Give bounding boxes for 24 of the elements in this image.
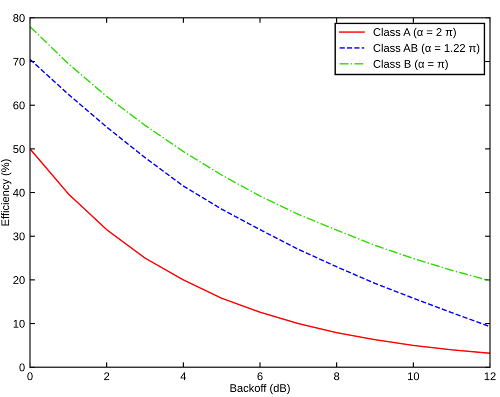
y-tick-label: 80 xyxy=(13,14,25,22)
x-tick-label: 10 xyxy=(408,372,420,380)
x-tick-label: 6 xyxy=(257,372,263,380)
line-series xyxy=(30,148,490,354)
x-tick-label: 2 xyxy=(104,372,110,380)
y-tick-label: 40 xyxy=(13,188,25,197)
legend-label: Class A (α = 2 π) xyxy=(374,28,456,38)
y-tick-label: 30 xyxy=(13,232,25,240)
y-tick-label: 70 xyxy=(13,58,25,66)
x-tick-label: 12 xyxy=(484,372,496,380)
legend-label: Class AB (α = 1.22 π) xyxy=(374,44,480,54)
x-tick-label: 4 xyxy=(180,372,186,380)
y-tick-label: 50 xyxy=(13,145,25,154)
x-tick-label: 8 xyxy=(334,372,340,380)
y-axis-title: Efficiency (%) xyxy=(1,159,12,226)
y-tick-label: 0 xyxy=(19,363,25,372)
line-series xyxy=(30,58,490,328)
line-series xyxy=(30,26,490,282)
y-tick-label: 10 xyxy=(14,320,25,328)
legend-label: Class B (α = π) xyxy=(374,60,448,70)
x-tick-label: 0 xyxy=(27,372,33,380)
x-axis-title: Backoff (dB) xyxy=(230,384,290,394)
y-tick-label: 20 xyxy=(13,276,25,284)
y-tick-label: 60 xyxy=(13,101,25,110)
